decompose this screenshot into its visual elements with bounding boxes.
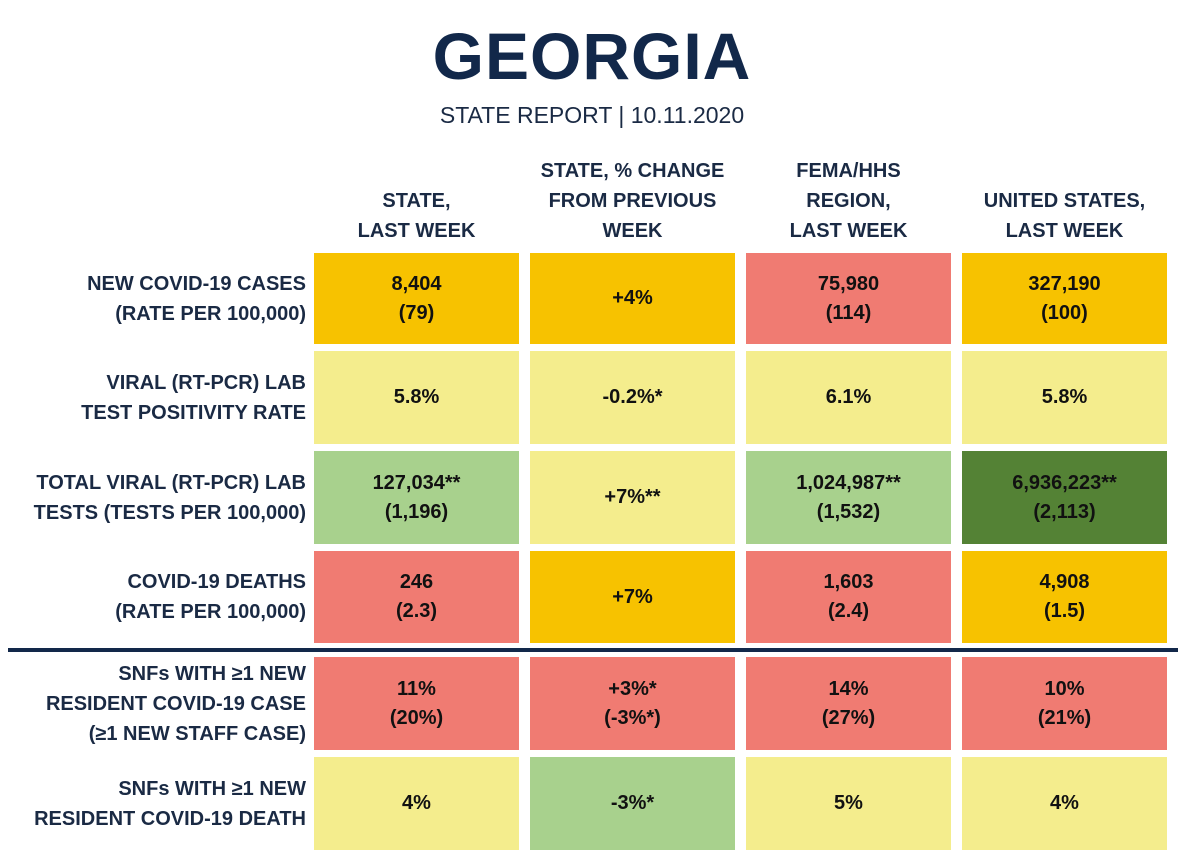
cell-positivity-change: -0.2%* — [530, 351, 735, 444]
col-header-state: STATE, LAST WEEK — [357, 190, 476, 242]
cell-new-cases-region: 75,980 (114) — [746, 253, 951, 344]
cell-snf-cases-us: 10% (21%) — [962, 657, 1167, 750]
cell-snf-cases-region: 14% (27%) — [746, 657, 951, 750]
row-label-total-tests: TOTAL VIRAL (RT-PCR) LAB TESTS (TESTS PE… — [33, 471, 306, 524]
row-label-new-cases: NEW COVID-19 CASES (RATE PER 100,000) — [87, 272, 306, 325]
col-header-state-change: STATE, % CHANGE FROM PREVIOUS WEEK — [540, 160, 725, 242]
col-header-region: FEMA/HHS REGION, LAST WEEK — [789, 160, 908, 242]
row-label-snf-deaths: SNFs WITH ≥1 NEW RESIDENT COVID-19 DEATH — [34, 777, 306, 830]
report-title: GEORGIA — [432, 19, 752, 93]
cell-snf-cases-state: 11% (20%) — [314, 657, 519, 750]
cell-snf-deaths-region: 5% — [746, 757, 951, 850]
cell-snf-deaths-us: 4% — [962, 757, 1167, 850]
report-subtitle: STATE REPORT | 10.11.2020 — [439, 102, 745, 128]
cell-snf-cases-change: +3%* (-3%*) — [530, 657, 735, 750]
cell-deaths-state: 246 (2.3) — [314, 551, 519, 643]
cell-snf-deaths-state: 4% — [314, 757, 519, 850]
cell-total-tests-region: 1,024,987** (1,532) — [746, 451, 951, 544]
cell-new-cases-us: 327,190 (100) — [962, 253, 1167, 344]
row-label-snf-cases: SNFs WITH ≥1 NEW RESIDENT COVID-19 CASE … — [45, 662, 306, 745]
cell-snf-deaths-change: -3%* — [530, 757, 735, 850]
section-divider — [8, 648, 1178, 652]
cell-total-tests-change: +7%** — [530, 451, 735, 544]
cell-total-tests-state: 127,034** (1,196) — [314, 451, 519, 544]
cell-total-tests-us: 6,936,223** (2,113) — [962, 451, 1167, 544]
col-header-us: UNITED STATES, LAST WEEK — [983, 190, 1146, 242]
cell-positivity-region: 6.1% — [746, 351, 951, 444]
row-label-positivity: VIRAL (RT-PCR) LAB TEST POSITIVITY RATE — [81, 371, 306, 424]
cell-positivity-state: 5.8% — [314, 351, 519, 444]
cell-positivity-us: 5.8% — [962, 351, 1167, 444]
cell-deaths-us: 4,908 (1.5) — [962, 551, 1167, 643]
cell-deaths-change: +7% — [530, 551, 735, 643]
cell-new-cases-change: +4% — [530, 253, 735, 344]
cell-new-cases-state: 8,404 (79) — [314, 253, 519, 344]
cell-deaths-region: 1,603 (2.4) — [746, 551, 951, 643]
row-label-deaths: COVID-19 DEATHS (RATE PER 100,000) — [115, 571, 306, 623]
